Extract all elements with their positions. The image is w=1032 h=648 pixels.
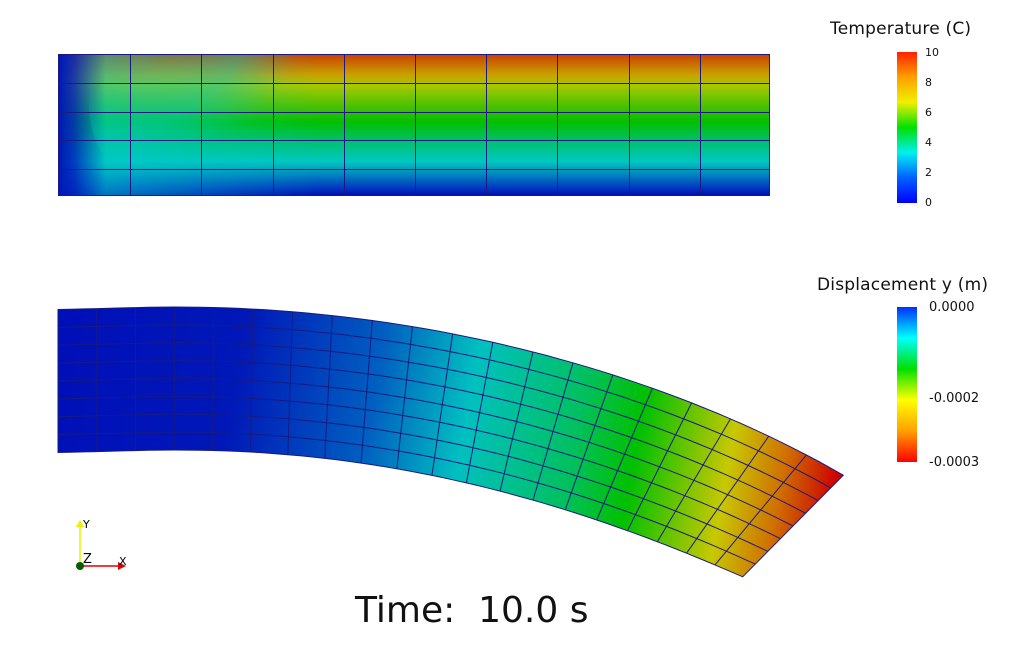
temperature-legend-title: Temperature (C) <box>830 19 972 39</box>
displacement-tick-min: -0.0003 <box>929 455 980 470</box>
temperature-grid-line <box>59 112 769 113</box>
temperature-colorbar <box>897 52 917 203</box>
temperature-grid-line <box>59 140 769 141</box>
temperature-tick: 4 <box>925 136 932 149</box>
temperature-front <box>89 55 349 195</box>
beam-grid-line <box>57 413 769 552</box>
beam-grid-line <box>57 377 794 527</box>
y-axis-label: Y <box>83 518 90 531</box>
temperature-tick: 10 <box>925 46 939 59</box>
temperature-tick: 8 <box>925 76 932 89</box>
temperature-tick: 2 <box>925 166 932 179</box>
temperature-grid-line <box>273 55 274 195</box>
beam-grid-lines <box>57 307 831 566</box>
temperature-grid-line <box>59 83 769 84</box>
beam-grid-line <box>57 431 756 565</box>
z-axis-dot-icon <box>76 562 84 570</box>
temperature-grid-line <box>700 55 701 195</box>
beam-grid-line <box>57 395 781 540</box>
temperature-grid-line <box>486 55 487 195</box>
displacement-tick-max: 0.0000 <box>929 300 975 315</box>
temperature-tick: 6 <box>925 106 932 119</box>
x-axis-arrow-icon <box>118 562 126 570</box>
time-annotation: Time: 10.0 s <box>355 590 589 631</box>
temperature-grid-line <box>59 169 769 170</box>
beam-grid-line <box>57 360 806 514</box>
beam-grid-line <box>57 342 819 502</box>
displacement-colorbar <box>897 307 917 462</box>
temperature-grid-line <box>201 55 202 195</box>
beam-outline <box>57 306 845 578</box>
orientation-axes: Y X Z <box>64 514 144 578</box>
temperature-grid-line <box>629 55 630 195</box>
z-axis-label: Z <box>83 552 92 567</box>
temperature-grid-line <box>557 55 558 195</box>
temperature-boundary-gradient <box>59 55 319 195</box>
temperature-grid-line <box>130 55 131 195</box>
temperature-tick: 0 <box>925 196 932 209</box>
displacement-tick-mid: -0.0002 <box>929 391 980 406</box>
displacement-legend-title: Displacement y (m) <box>817 275 989 295</box>
temperature-grid-line <box>344 55 345 195</box>
x-axis-label: X <box>119 555 127 568</box>
y-axis-arrow-icon <box>76 520 84 527</box>
temperature-grid-line <box>415 55 416 195</box>
temperature-mesh <box>58 54 770 196</box>
beam-grid-line <box>57 324 831 489</box>
